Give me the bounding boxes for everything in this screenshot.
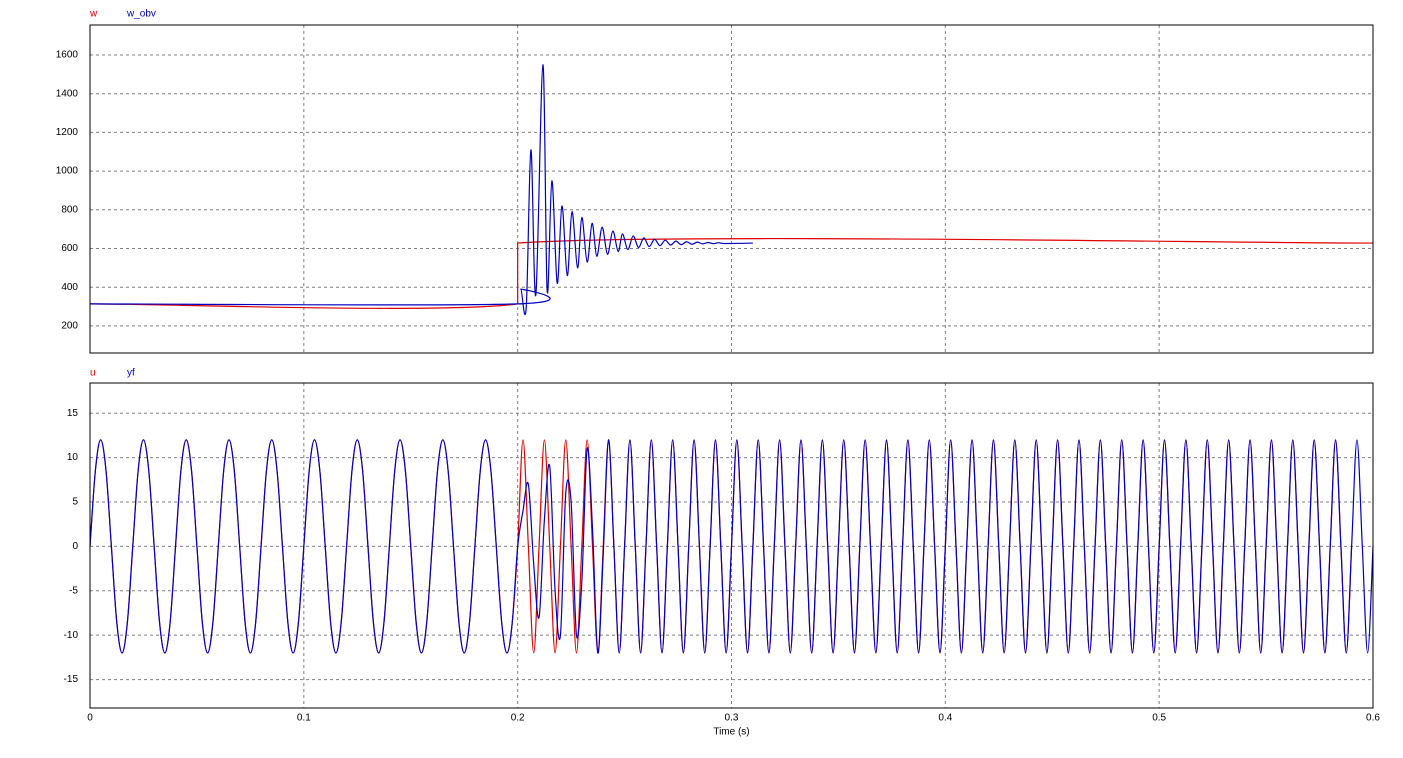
plot-frame — [89, 24, 1374, 354]
y-tick-label: 1200 — [56, 127, 79, 138]
y-tick-label: 400 — [61, 282, 78, 293]
legend-label: u — [90, 368, 96, 379]
y-tick-label: 0 — [72, 541, 78, 552]
x-tick-label: 0.3 — [725, 713, 739, 724]
legend-label: w_obv — [126, 9, 156, 20]
x-tick-label: 0.4 — [938, 713, 952, 724]
x-tick-label: 0.2 — [511, 713, 525, 724]
y-tick-label: 5 — [72, 497, 78, 508]
x-axis-title: Time (s) — [713, 727, 749, 738]
series-line — [89, 237, 1374, 309]
y-tick-label: 1400 — [56, 88, 79, 99]
x-tick-label: 0.5 — [1152, 713, 1166, 724]
y-tick-label: 1000 — [56, 166, 79, 177]
y-tick-label: -5 — [69, 585, 78, 596]
y-tick-label: 1600 — [56, 50, 79, 61]
y-tick-label: 10 — [67, 452, 79, 463]
y-tick-label: 15 — [67, 408, 79, 419]
series-line — [89, 439, 1374, 654]
legend-label: w — [89, 9, 98, 20]
x-tick-label: 0.1 — [297, 713, 311, 724]
y-tick-label: -10 — [64, 630, 79, 641]
x-tick-label: 0.6 — [1366, 713, 1380, 724]
y-tick-label: 600 — [61, 243, 78, 254]
x-tick-label: 0 — [87, 713, 93, 724]
y-tick-label: 800 — [61, 204, 78, 215]
series-line — [89, 64, 753, 316]
legend-label: yf — [127, 368, 135, 379]
plot-frame — [89, 382, 1374, 709]
y-tick-label: 200 — [61, 321, 78, 332]
y-tick-label: -15 — [64, 674, 79, 685]
